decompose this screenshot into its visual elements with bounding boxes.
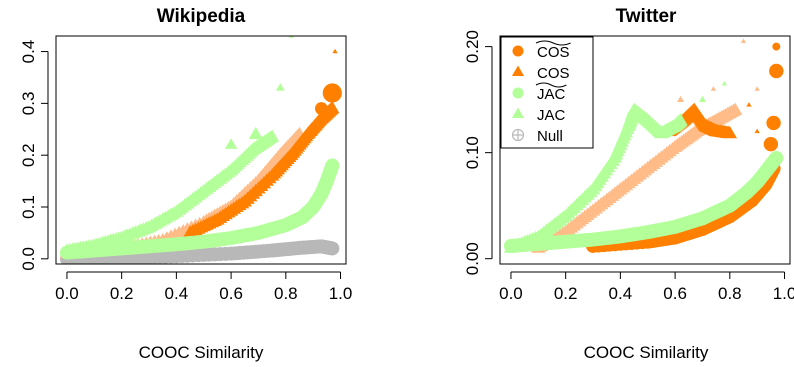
y-axis: 0.00 0.10 0.20 xyxy=(463,30,493,275)
y-tick-label: 0.1 xyxy=(19,195,38,219)
data-point xyxy=(754,128,760,134)
y-tick-label: 0.00 xyxy=(463,242,482,275)
data-point xyxy=(264,129,280,142)
x-tick-label: 0.4 xyxy=(609,284,633,303)
x-axis-label: COOC Similarity xyxy=(139,343,264,362)
data-point xyxy=(710,86,717,91)
legend-tilde xyxy=(535,40,571,46)
y-tick-label: 0.10 xyxy=(463,136,482,169)
x-tick-label: 0.8 xyxy=(718,284,742,303)
series-jac xyxy=(59,36,294,256)
legend-label: JAC xyxy=(537,86,566,103)
legend-marker xyxy=(511,107,525,118)
y-tick-label: 0.20 xyxy=(463,30,482,63)
x-tick-label: 1.0 xyxy=(329,284,353,303)
x-tick-label: 1.0 xyxy=(773,284,794,303)
data-point xyxy=(763,136,779,152)
x-tick-label: 0.6 xyxy=(663,284,687,303)
legend-label: COS xyxy=(537,65,570,82)
legend-entry: COS xyxy=(512,40,571,61)
legend: COS COS JAC JAC Null xyxy=(500,36,594,149)
legend-tilde xyxy=(535,82,567,88)
data-point xyxy=(325,241,340,256)
series-jac_tilde xyxy=(59,158,340,260)
data-point xyxy=(772,42,781,51)
legend-marker xyxy=(512,87,524,99)
data-point xyxy=(314,102,328,115)
x-tick-label: 0.2 xyxy=(554,284,578,303)
legend-label: Null xyxy=(537,128,563,145)
chart-title: Wikipedia xyxy=(157,6,246,27)
series-jac_tilde xyxy=(503,150,784,253)
legend-entry: Null xyxy=(511,128,563,145)
legend-marker xyxy=(512,45,524,57)
data-point xyxy=(224,138,238,149)
data-point xyxy=(332,48,338,54)
data-point xyxy=(740,38,747,44)
data-point xyxy=(728,102,743,115)
legend-marker xyxy=(511,128,525,142)
legend-marker xyxy=(511,65,525,76)
x-axis-label: COOC Similarity xyxy=(584,343,709,362)
legend-entry: COS xyxy=(511,65,570,82)
data-point xyxy=(673,113,688,126)
data-point xyxy=(288,36,294,38)
y-tick-label: 0.0 xyxy=(19,247,38,271)
y-tick-label: 0.3 xyxy=(19,92,38,116)
data-point xyxy=(721,80,727,86)
plot-frame xyxy=(499,35,791,265)
series-cos_tilde xyxy=(182,48,342,238)
legend-entry: JAC xyxy=(511,107,566,124)
data-point xyxy=(275,83,285,91)
data-point xyxy=(325,158,340,173)
plot-marks xyxy=(503,38,784,253)
x-tick-label: 0.2 xyxy=(110,284,134,303)
chart-title: Twitter xyxy=(616,6,677,27)
x-tick-label: 0.6 xyxy=(219,284,243,303)
x-tick-label: 0.4 xyxy=(165,284,189,303)
data-point xyxy=(746,102,752,107)
data-point xyxy=(248,126,263,140)
legend-label: COS xyxy=(537,44,570,61)
data-point xyxy=(769,63,784,79)
panel-twitter: Twitter 0.0 0.2 0.4 0.6 0.8 1.0 0.000.100.20 … xyxy=(463,6,794,362)
panel-wikipedia: Wikipedia 0.0 0.2 0.4 0.6 0.8 1.0 0.00.10.20.… xyxy=(19,6,352,362)
data-point xyxy=(677,95,685,102)
data-point xyxy=(769,150,784,165)
x-tick-label: 0.0 xyxy=(499,284,523,303)
x-axis: 0.0 0.2 0.4 0.6 0.8 1.0 xyxy=(55,271,353,303)
data-point xyxy=(698,95,706,102)
x-axis: 0.0 0.2 0.4 0.6 0.8 1.0 xyxy=(499,271,794,303)
data-point xyxy=(766,115,781,131)
data-point xyxy=(754,86,760,91)
y-tick-label: 0.2 xyxy=(19,143,38,167)
legend-entry: JAC xyxy=(512,82,567,103)
x-tick-label: 0.8 xyxy=(274,284,298,303)
legend-label: JAC xyxy=(537,107,566,124)
plot-marks xyxy=(59,36,342,264)
x-tick-label: 0.0 xyxy=(55,284,79,303)
y-tick-label: 0.4 xyxy=(19,40,38,64)
y-axis: 0.0 0.1 0.2 0.3 0.4 xyxy=(19,40,49,271)
data-point xyxy=(325,100,340,114)
plot-frame xyxy=(55,35,347,265)
data-point xyxy=(322,83,342,103)
data-point xyxy=(722,125,737,139)
